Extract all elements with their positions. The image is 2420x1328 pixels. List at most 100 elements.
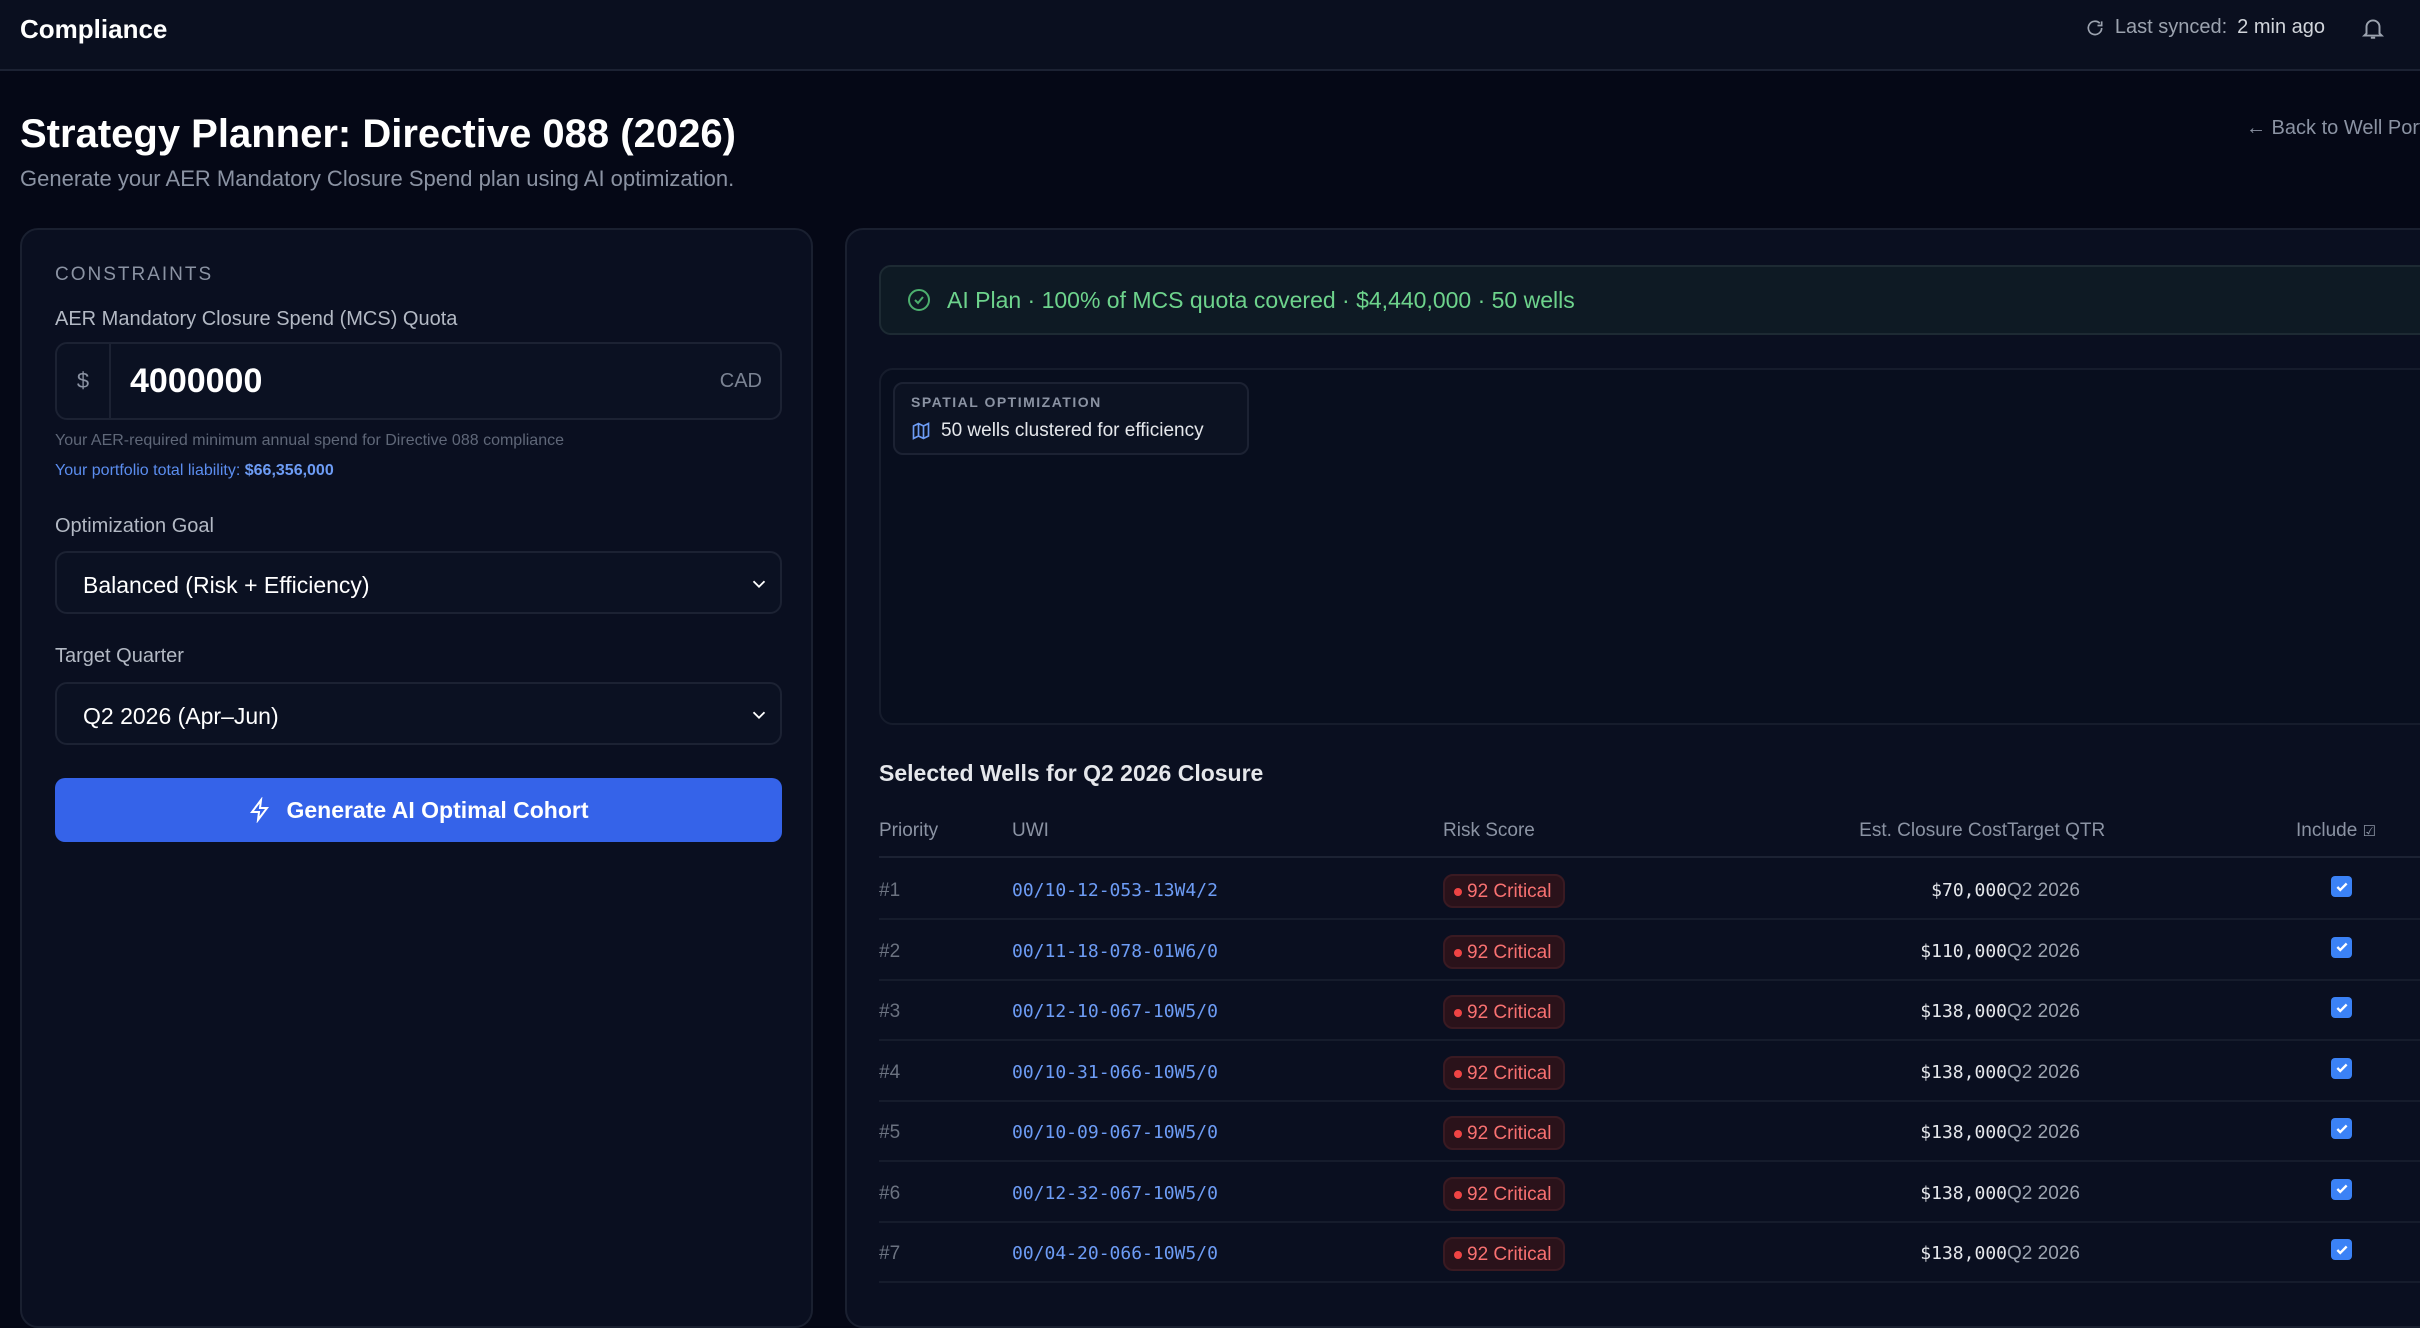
table-row: #5 00/10-09-067-10W5/0 92 Critical $138,000… [879,1102,2420,1162]
uwi-link[interactable]: 00/12-10-067-10W5/0 [1012,1001,1218,1022]
col-priority[interactable]: Priority [879,820,939,841]
page-title: Strategy Planner: Directive 088 (2026) [20,112,736,156]
risk-badge: 92 Critical [1443,995,1566,1029]
qtr-cell: Q2 2026 [2007,880,2080,901]
liability-text: Your portfolio total liability: $66,356,… [55,462,334,480]
cost-cell: $110,000 [1920,940,2007,962]
cost-cell: $138,000 [1920,1243,2007,1264]
priority-cell: #2 [879,940,901,962]
section-heading: CONSTRAINTS [55,264,214,285]
table-row: #7 00/04-20-066-10W5/0 92 Critical $138,000… [879,1223,2420,1283]
priority-cell: #5 [879,1122,901,1143]
include-checkbox[interactable] [2331,876,2352,897]
priority-cell: #1 [879,880,901,901]
liability-label: Your portfolio total liability: [55,462,241,479]
goal-value: Balanced (Risk + Efficiency) [83,572,370,598]
qtr-cell: Q2 2026 [2007,1243,2080,1264]
uwi-link[interactable]: 00/11-18-078-01W6/0 [1012,940,1218,962]
table-row: #4 00/10-31-066-10W5/0 92 Critical $138,000… [879,1042,2420,1102]
constraints-panel: CONSTRAINTS AER Mandatory Closure Spend … [20,228,813,1328]
generate-label: Generate AI Optimal Cohort [286,796,589,823]
include-checkbox[interactable] [2331,1239,2352,1260]
check-icon [2336,1003,2347,1013]
plan-summary: AI Plan · 100% of MCS quota covered · $4… [947,286,1575,313]
cost-cell: $138,000 [1920,1001,2007,1022]
chevron-down-icon [752,580,766,589]
check-icon [2336,1063,2347,1073]
quota-value[interactable]: 4000000 [130,362,263,400]
col-risk[interactable]: Risk Score [1443,820,1535,841]
page-subtitle: Generate your AER Mandatory Closure Spen… [20,166,735,191]
qtr-cell: Q2 2026 [2007,940,2080,962]
priority-cell: #7 [879,1243,901,1264]
bell-icon[interactable] [2360,14,2386,42]
priority-cell: #4 [879,1061,901,1083]
lightning-icon [250,797,270,823]
sync-status: Last synced: 2 min ago [2085,16,2325,39]
plan-panel: AI Plan · 100% of MCS quota covered · $4… [845,228,2420,1328]
goal-select[interactable]: Balanced (Risk + Efficiency) [55,551,782,614]
check-icon [2336,1184,2347,1194]
qtr-cell: Q2 2026 [2007,1061,2080,1083]
check-icon [2336,1245,2347,1255]
checkbox-icon: ☑ [2362,823,2377,840]
check-icon [2336,1124,2347,1134]
table-title: Selected Wells for Q2 2026 Closure [879,760,1264,786]
uwi-link[interactable]: 00/10-12-053-13W4/2 [1012,880,1218,901]
goal-label: Optimization Goal [55,515,214,537]
col-uwi[interactable]: UWI [1012,820,1049,841]
well-map[interactable]: SPATIAL OPTIMIZATION 50 wells clustered … [879,368,2420,725]
risk-badge: 92 Critical [1443,874,1566,908]
risk-badge: 92 Critical [1443,1116,1566,1150]
spatial-optimization-badge: SPATIAL OPTIMIZATION 50 wells clustered … [893,382,1249,455]
badge-title: SPATIAL OPTIMIZATION [911,394,1102,410]
priority-cell: #3 [879,1001,901,1022]
refresh-icon[interactable] [2085,18,2105,38]
table-row: #6 00/12-32-067-10W5/0 92 Critical $138,000… [879,1163,2420,1223]
quarter-value: Q2 2026 (Apr–Jun) [83,703,279,729]
quota-label: AER Mandatory Closure Spend (MCS) Quota [55,308,458,330]
risk-badge: 92 Critical [1443,934,1566,969]
quota-input[interactable]: $ 4000000 CAD [55,342,782,420]
badge-text: 50 wells clustered for efficiency [941,420,1204,441]
table-row: #3 00/12-10-067-10W5/0 92 Critical $138,000… [879,981,2420,1041]
uwi-link[interactable]: 00/10-09-067-10W5/0 [1012,1122,1218,1143]
include-checkbox[interactable] [2331,1118,2352,1139]
quarter-select[interactable]: Q2 2026 (Apr–Jun) [55,682,782,745]
uwi-link[interactable]: 00/12-32-067-10W5/0 [1012,1182,1218,1204]
col-cost[interactable]: Est. Closure Cost [1859,820,2007,841]
cost-cell: $138,000 [1920,1182,2007,1204]
include-checkbox[interactable] [2331,1057,2352,1079]
check-icon [2336,882,2347,892]
chevron-down-icon [752,711,766,720]
check-icon [2336,942,2347,952]
table-row: #1 00/10-12-053-13W4/2 92 Critical $70,000 Q… [879,860,2420,920]
currency-symbol: $ [57,344,111,418]
include-checkbox[interactable] [2331,936,2352,958]
risk-badge: 92 Critical [1443,1176,1566,1211]
check-circle-icon [908,289,930,311]
top-bar: Compliance Last synced: 2 min ago [0,0,2420,71]
generate-cohort-button[interactable]: Generate AI Optimal Cohort [55,778,782,842]
uwi-link[interactable]: 00/10-31-066-10W5/0 [1012,1061,1218,1083]
liability-value: $66,356,000 [244,462,334,479]
cost-cell: $138,000 [1920,1061,2007,1083]
risk-badge: 92 Critical [1443,1237,1566,1271]
include-checkbox[interactable] [2331,1178,2352,1200]
quota-help: Your AER-required minimum annual spend f… [55,432,564,449]
cost-cell: $70,000 [1931,880,2007,901]
uwi-link[interactable]: 00/04-20-066-10W5/0 [1012,1243,1218,1264]
back-link[interactable]: ← Back to Well Portfolio [2246,117,2420,139]
include-checkbox[interactable] [2331,997,2352,1018]
col-include-label: Include [2296,820,2358,841]
col-include[interactable]: Include ☑ [2296,820,2376,842]
risk-badge: 92 Critical [1443,1055,1566,1090]
app-title: Compliance [20,14,168,44]
table-row: #2 00/11-18-078-01W6/0 92 Critical $110,000… [879,921,2420,981]
currency-code: CAD [719,370,762,392]
sync-value: 2 min ago [2237,16,2325,38]
quarter-label: Target Quarter [55,645,184,667]
qtr-cell: Q2 2026 [2007,1182,2080,1204]
col-qtr[interactable]: Target QTR [2007,820,2106,841]
plan-summary-banner: AI Plan · 100% of MCS quota covered · $4… [879,265,2420,335]
